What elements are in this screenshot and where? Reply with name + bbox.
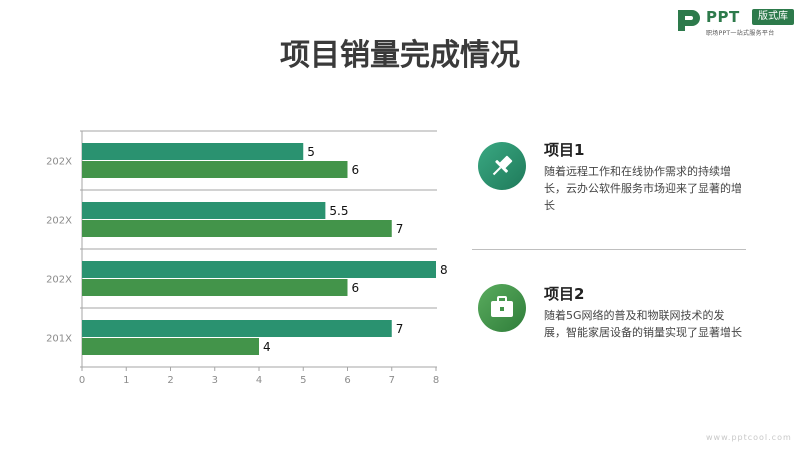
bar-value-label: 4 [263,340,271,354]
bar [82,143,304,160]
pushpin-icon [492,155,513,176]
x-tick-label: 7 [389,375,395,386]
brand-logo: PPT 版式库 职场PPT一站式服务平台 [676,8,794,38]
y-category-label: 202X [46,275,72,286]
y-category-label: 201X [46,334,72,345]
x-tick-label: 6 [344,375,350,386]
x-tick-label: 0 [79,375,85,386]
bar [82,320,392,337]
logo-text: PPT [706,8,740,26]
bar-value-label: 8 [440,263,448,277]
bar [82,279,348,296]
page-title: 项目销量完成情况 [280,38,520,73]
project1-description: 随着远程工作和在线协作需求的持续增长，云办公软件服务市场迎来了显著的增长 [544,165,742,212]
project2-description: 随着5G网络的普及和物联网技术的发展，智能家居设备的销量实现了显著增长 [544,309,742,339]
bar-value-label: 5 [307,145,315,159]
watermark: www.pptcool.com [706,433,792,442]
x-tick-label: 3 [212,375,218,386]
bar [82,202,326,219]
briefcase-icon [491,296,513,317]
x-tick-label: 8 [433,375,439,386]
y-category-label: 202X [46,157,72,168]
x-tick-label: 4 [256,375,262,386]
project1-icon-circle [478,142,526,190]
project2-icon-circle [478,284,526,332]
bar [82,220,392,237]
logo-badge: 版式库 [752,9,794,25]
bar-value-label: 6 [352,163,360,177]
bar-value-label: 7 [396,222,404,236]
bar-value-label: 5.5 [329,204,348,218]
bar [82,261,436,278]
card-divider [472,249,746,250]
bar-value-label: 7 [396,322,404,336]
project2-title: 项目2 [544,285,585,303]
x-tick-label: 5 [300,375,306,386]
project1-title: 项目1 [544,141,585,159]
bar [82,338,259,355]
ppt-logo-mark-icon [678,10,700,31]
bar-value-label: 6 [352,281,360,295]
y-category-label: 202X [46,216,72,227]
x-tick-label: 1 [123,375,129,386]
logo-tagline: 职场PPT一站式服务平台 [706,30,775,37]
bar [82,161,348,178]
x-tick-label: 2 [167,375,173,386]
